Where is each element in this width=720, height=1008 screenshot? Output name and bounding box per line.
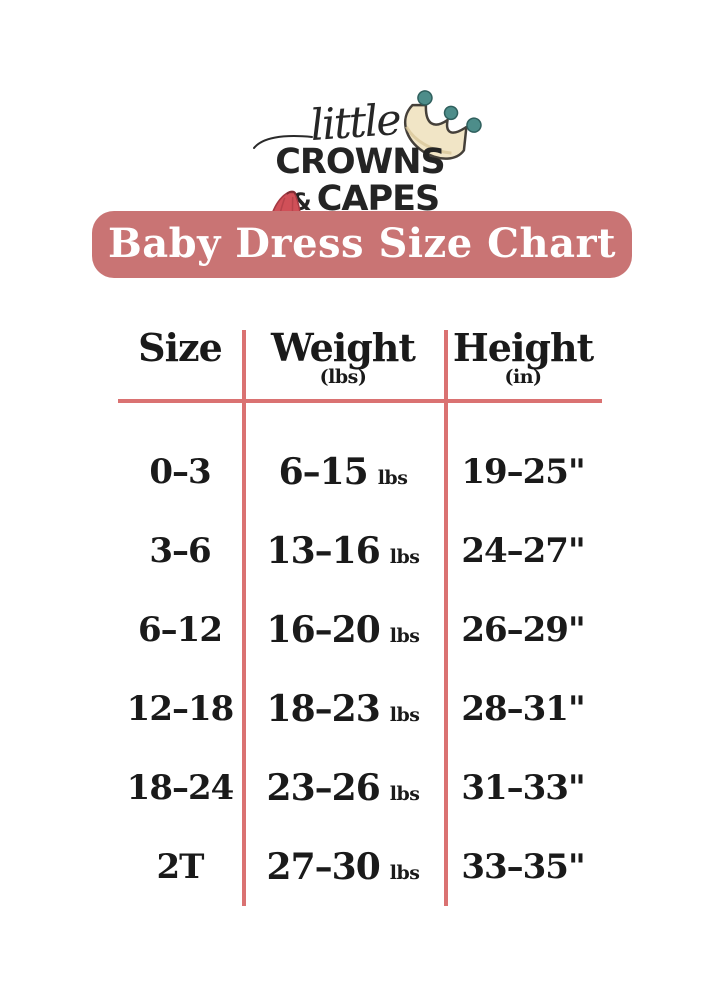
weight-unit: lbs	[389, 703, 420, 726]
logo-word-capes: CAPES	[316, 179, 441, 219]
column-divider-right	[444, 330, 448, 906]
weight-value: 27–30	[266, 845, 381, 888]
header-weight: Weight (lbs)	[271, 325, 416, 388]
table-row: 0–3 6–15 lbs 19–25"	[118, 432, 602, 511]
header-height-unit: (in)	[504, 366, 542, 388]
weight-value: 18–23	[266, 687, 381, 730]
size-cell: 3–6	[149, 530, 211, 571]
size-cell: 0–3	[149, 451, 211, 492]
table-row: 6–12 16–20 lbs 26–29"	[118, 590, 602, 669]
table-row: 3–6 13–16 lbs 24–27"	[118, 511, 602, 590]
weight-unit: lbs	[389, 782, 420, 805]
weight-unit: lbs	[377, 466, 408, 489]
column-divider-left	[242, 330, 246, 906]
height-cell: 19–25"	[461, 451, 585, 492]
brand-logo: little CROWNS & CAPES	[0, 46, 720, 245]
weight-unit: lbs	[389, 861, 420, 884]
size-table-header: Size Weight (lbs) Height (in)	[118, 326, 602, 400]
weight-cell: 16–20 lbs	[242, 609, 444, 651]
weight-cell: 18–23 lbs	[242, 688, 444, 730]
weight-value: 23–26	[266, 766, 381, 809]
header-underline	[118, 399, 602, 403]
size-table-body: 0–3 6–15 lbs 19–25" 3–6 13–16 lbs 24–27"…	[118, 404, 602, 906]
size-cell: 2T	[156, 846, 205, 887]
size-cell: 18–24	[126, 767, 235, 808]
logo-word-crowns: CROWNS	[275, 142, 446, 182]
size-cell: 6–12	[138, 609, 223, 650]
weight-unit: lbs	[389, 624, 420, 647]
size-cell: 12–18	[126, 688, 235, 729]
weight-cell: 6–15 lbs	[242, 451, 444, 493]
height-cell: 33–35"	[461, 846, 585, 887]
header-size: Size	[138, 325, 223, 370]
crown-icon	[403, 90, 482, 160]
height-cell: 31–33"	[461, 767, 585, 808]
weight-value: 13–16	[266, 529, 381, 572]
table-row: 12–18 18–23 lbs 28–31"	[118, 669, 602, 748]
header-weight-unit: (lbs)	[319, 366, 367, 388]
weight-unit: lbs	[389, 545, 420, 568]
title-banner: Baby Dress Size Chart	[92, 211, 632, 278]
height-cell: 26–29"	[461, 609, 585, 650]
height-cell: 28–31"	[461, 688, 585, 729]
header-height: Height (in)	[452, 325, 594, 388]
weight-cell: 27–30 lbs	[242, 846, 444, 888]
height-cell: 24–27"	[461, 530, 585, 571]
weight-value: 6–15	[278, 450, 369, 493]
script-swash-flourish	[253, 135, 313, 149]
weight-cell: 23–26 lbs	[242, 767, 444, 809]
table-row: 18–24 23–26 lbs 31–33"	[118, 748, 602, 827]
page-title: Baby Dress Size Chart	[107, 219, 617, 267]
weight-cell: 13–16 lbs	[242, 530, 444, 572]
weight-value: 16–20	[266, 608, 381, 651]
table-row: 2T 27–30 lbs 33–35"	[118, 827, 602, 906]
